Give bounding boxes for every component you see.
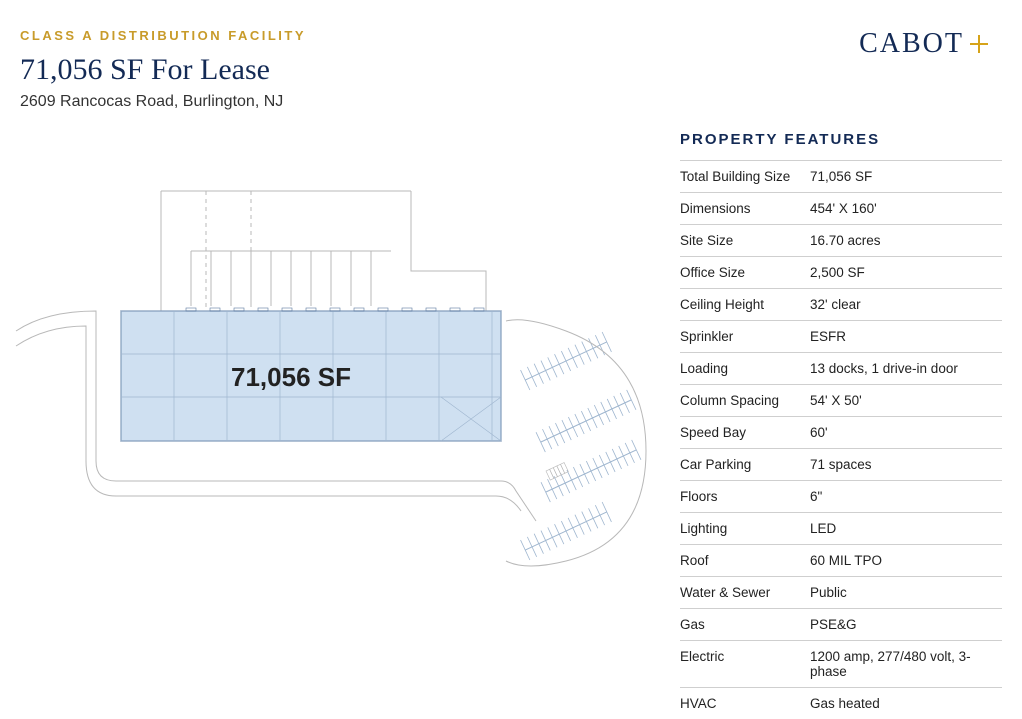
feature-value: 54' X 50' xyxy=(810,385,1002,417)
feature-value: Gas heated xyxy=(810,688,1002,719)
feature-key: Site Size xyxy=(680,225,810,257)
table-row: Water & SewerPublic xyxy=(680,577,1002,609)
feature-value: 454' X 160' xyxy=(810,193,1002,225)
table-row: HVACGas heated xyxy=(680,688,1002,719)
feature-value: 71 spaces xyxy=(810,449,1002,481)
table-row: SprinklerESFR xyxy=(680,321,1002,353)
feature-key: Dimensions xyxy=(680,193,810,225)
plus-icon xyxy=(970,35,992,57)
property-address: 2609 Rancocas Road, Burlington, NJ xyxy=(20,93,859,111)
feature-key: Floors xyxy=(680,481,810,513)
feature-value: 71,056 SF xyxy=(810,161,1002,193)
floorplan-sf-label: 71,056 SF xyxy=(231,362,351,392)
table-row: Floors6" xyxy=(680,481,1002,513)
features-table: Total Building Size71,056 SFDimensions45… xyxy=(680,160,1002,719)
feature-key: Column Spacing xyxy=(680,385,810,417)
feature-key: Water & Sewer xyxy=(680,577,810,609)
feature-value: LED xyxy=(810,513,1002,545)
logo-text: CABOT xyxy=(859,28,964,60)
floorplan-svg: 71,056 SF xyxy=(6,161,656,581)
table-row: Speed Bay60' xyxy=(680,417,1002,449)
feature-key: Gas xyxy=(680,609,810,641)
property-features-panel: PROPERTY FEATURES Total Building Size71,… xyxy=(680,131,1002,719)
table-row: Office Size2,500 SF xyxy=(680,257,1002,289)
feature-value: PSE&G xyxy=(810,609,1002,641)
feature-value: 13 docks, 1 drive-in door xyxy=(810,353,1002,385)
header-text-block: CLASS A DISTRIBUTION FACILITY 71,056 SF … xyxy=(20,28,859,111)
feature-value: 6" xyxy=(810,481,1002,513)
feature-key: Roof xyxy=(680,545,810,577)
feature-key: Office Size xyxy=(680,257,810,289)
eyebrow-text: CLASS A DISTRIBUTION FACILITY xyxy=(20,28,859,43)
feature-value: 1200 amp, 277/480 volt, 3-phase xyxy=(810,641,1002,688)
feature-value: 2,500 SF xyxy=(810,257,1002,289)
table-row: Site Size16.70 acres xyxy=(680,225,1002,257)
brand-logo: CABOT xyxy=(859,28,992,60)
page-header: CLASS A DISTRIBUTION FACILITY 71,056 SF … xyxy=(0,0,1022,111)
features-heading: PROPERTY FEATURES xyxy=(680,131,1002,160)
table-row: GasPSE&G xyxy=(680,609,1002,641)
table-row: Dimensions454' X 160' xyxy=(680,193,1002,225)
content-row: 71,056 SF PROPERTY FEATURES Total Buildi… xyxy=(0,111,1022,719)
table-row: Electric1200 amp, 277/480 volt, 3-phase xyxy=(680,641,1002,688)
feature-key: Speed Bay xyxy=(680,417,810,449)
table-row: Total Building Size71,056 SF xyxy=(680,161,1002,193)
table-row: LightingLED xyxy=(680,513,1002,545)
feature-value: 32' clear xyxy=(810,289,1002,321)
feature-value: 60' xyxy=(810,417,1002,449)
table-row: Roof60 MIL TPO xyxy=(680,545,1002,577)
feature-value: 16.70 acres xyxy=(810,225,1002,257)
feature-key: Lighting xyxy=(680,513,810,545)
table-row: Ceiling Height32' clear xyxy=(680,289,1002,321)
table-row: Loading13 docks, 1 drive-in door xyxy=(680,353,1002,385)
table-row: Car Parking71 spaces xyxy=(680,449,1002,481)
feature-key: Total Building Size xyxy=(680,161,810,193)
feature-key: HVAC xyxy=(680,688,810,719)
feature-key: Sprinkler xyxy=(680,321,810,353)
feature-value: 60 MIL TPO xyxy=(810,545,1002,577)
feature-key: Loading xyxy=(680,353,810,385)
floorplan-container: 71,056 SF xyxy=(0,131,660,719)
page-title: 71,056 SF For Lease xyxy=(20,53,859,87)
feature-key: Ceiling Height xyxy=(680,289,810,321)
table-row: Column Spacing54' X 50' xyxy=(680,385,1002,417)
feature-key: Electric xyxy=(680,641,810,688)
feature-value: Public xyxy=(810,577,1002,609)
feature-key: Car Parking xyxy=(680,449,810,481)
feature-value: ESFR xyxy=(810,321,1002,353)
